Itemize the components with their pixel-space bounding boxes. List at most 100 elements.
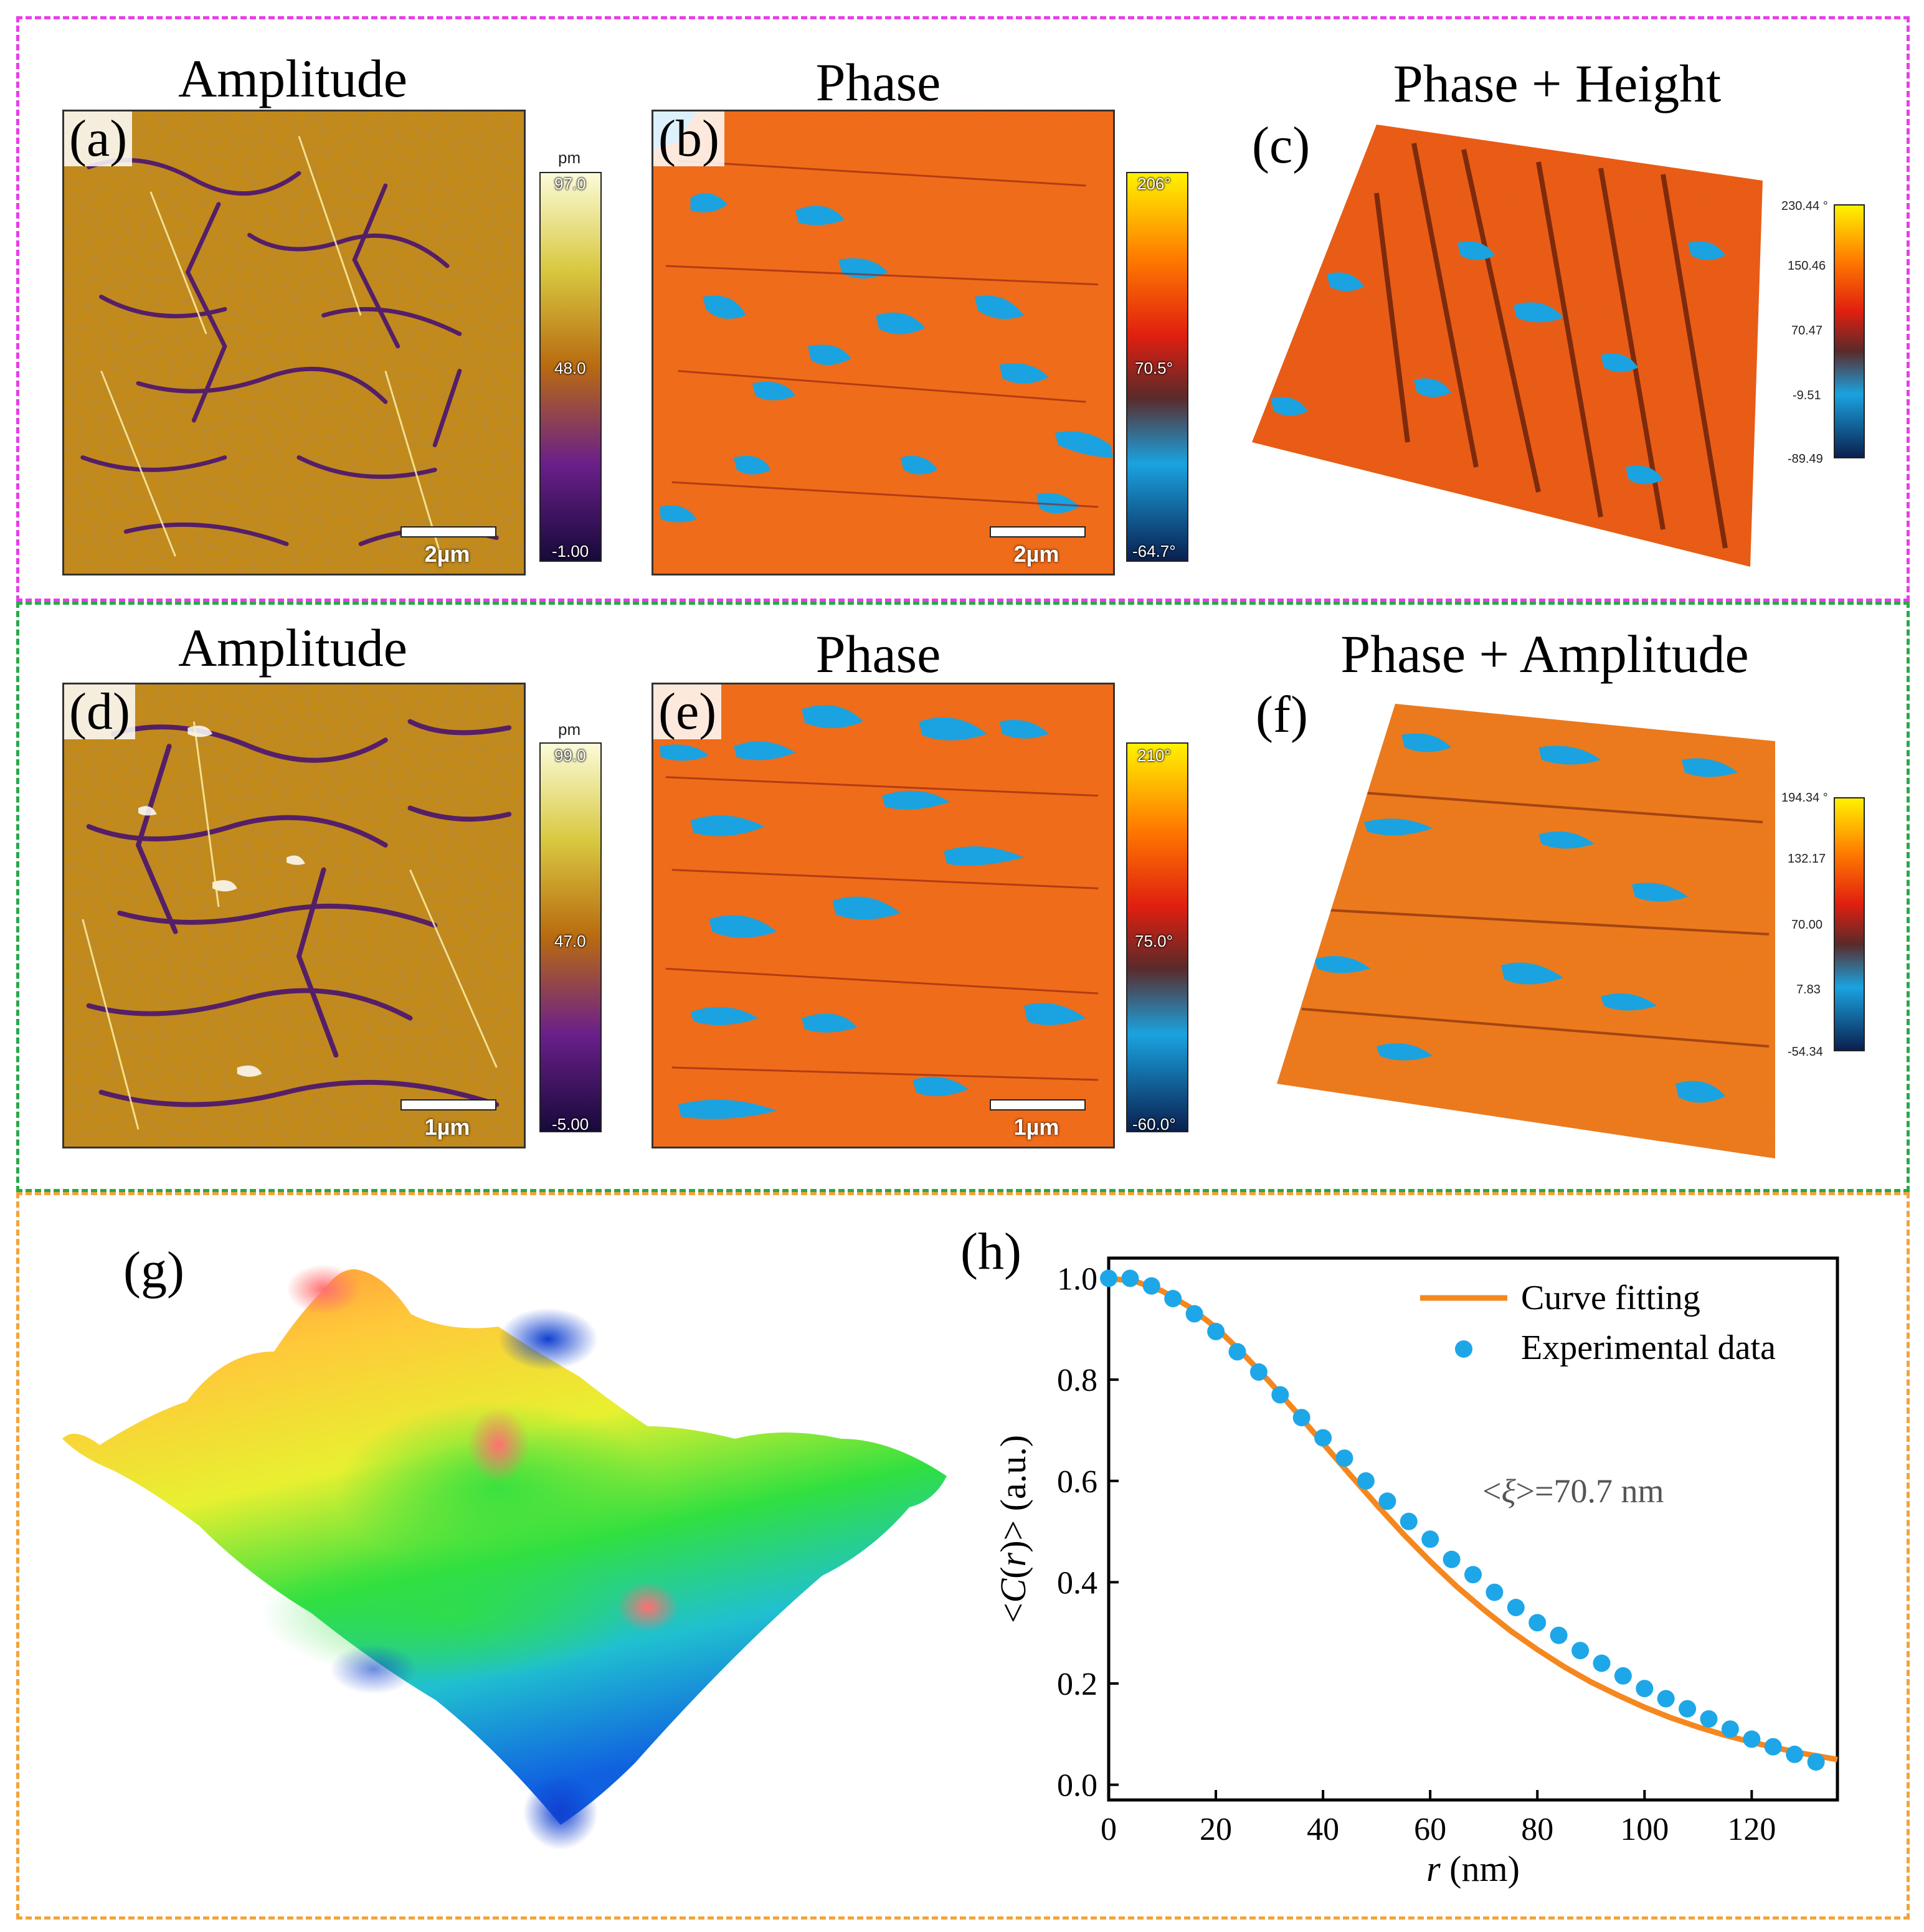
annotation-part-2: >=70.7 nm [1516, 1472, 1664, 1510]
y-tick-label: 0.8 [1057, 1363, 1097, 1398]
data-point [1507, 1599, 1525, 1616]
phase-texture-b [653, 111, 1113, 574]
data-point [1164, 1290, 1182, 1307]
legend-exp-label: Experimental data [1521, 1328, 1776, 1367]
panel-b-scale-text: 2µm [1013, 541, 1059, 567]
x-tick-label: 100 [1620, 1812, 1669, 1847]
data-point [1807, 1753, 1825, 1771]
y-tick-label: 0.0 [1057, 1768, 1097, 1804]
panel-e-cbar-min: -60.0° [1132, 1115, 1176, 1134]
panel-a-colorbar [539, 172, 602, 562]
panel-a-label: (a) [64, 111, 133, 167]
data-point [1100, 1269, 1117, 1287]
data-point [1249, 1363, 1268, 1381]
panel-e-cbar-max: 210° [1137, 746, 1171, 765]
panel-e-label: (e) [653, 684, 722, 740]
panel-f-tick-4: -54.34 [1788, 1045, 1823, 1059]
legend-exp-swatch [1455, 1340, 1472, 1358]
panel-f-tick-2: 70.00 [1791, 918, 1823, 932]
panel-f-label: (f) [1256, 686, 1308, 744]
y-tick-label: 0.2 [1057, 1667, 1097, 1702]
panel-h-correlation-chart: 0 20 40 60 80 100 120 0.0 0.2 0.4 0.6 0.8 1.0 Curve … [993, 1256, 1839, 1889]
panel-c-tick-2: 70.47 [1791, 324, 1823, 338]
y-axis-part-2: ( [993, 1566, 1033, 1578]
panel-a-amplitude-image: (a) 2µm [62, 110, 526, 575]
panel-e-scale-text: 1µm [1013, 1114, 1059, 1140]
panel-d-scale-text: 1µm [424, 1114, 470, 1140]
panel-a-title: Amplitude [178, 49, 407, 108]
x-tick-label: 0 [1101, 1812, 1117, 1847]
data-point [1421, 1530, 1439, 1548]
middle-section-box [16, 602, 1910, 1192]
panel-a-scale-bar [400, 526, 496, 537]
panel-c-title: Phase + Height [1393, 54, 1722, 113]
panel-c-tick-4: -89.49 [1788, 452, 1823, 466]
panel-f-tick-0: 194.34 ° [1781, 791, 1828, 805]
y-tick-label: 1.0 [1057, 1262, 1097, 1297]
panel-c-tick-0: 230.44 ° [1781, 199, 1828, 213]
data-point [1528, 1614, 1547, 1632]
panel-h-label: (h) [960, 1223, 1021, 1281]
panel-a-cbar-unit: pm [558, 148, 581, 167]
data-point [1721, 1720, 1739, 1738]
panel-d-cbar-mid: 47.0 [554, 932, 586, 950]
panel-d-cbar-unit: pm [558, 720, 581, 739]
data-point [1679, 1700, 1697, 1718]
panel-d-cbar-min: -5.00 [552, 1115, 589, 1134]
panel-d-cbar-max: 99.0 [554, 746, 586, 765]
panel-d-scale-bar [400, 1099, 496, 1110]
x-tick-label: 40 [1307, 1812, 1339, 1847]
annotation-part-1: ξ [1501, 1472, 1516, 1510]
data-point [1657, 1690, 1675, 1708]
panel-b-scale-bar [990, 526, 1086, 537]
data-point [1400, 1512, 1418, 1530]
panel-b-title: Phase [815, 52, 941, 112]
data-point [1228, 1343, 1246, 1361]
data-point [1464, 1566, 1482, 1584]
panel-b-colorbar [1126, 172, 1188, 562]
correlation-length-annotation: <ξ>=70.7 nm [1482, 1472, 1664, 1510]
data-point [1335, 1449, 1353, 1467]
fit-curve [1108, 1276, 1838, 1763]
x-axis-unit: (nm) [1441, 1849, 1520, 1889]
panel-b-cbar-mid: 70.5° [1135, 359, 1173, 377]
data-point [1357, 1472, 1375, 1490]
panel-b-phase-image: (b) 2µm [652, 110, 1115, 575]
x-tick-label: 60 [1414, 1812, 1446, 1847]
amplitude-texture-d [64, 684, 524, 1147]
panel-c-colorbar [1834, 204, 1865, 458]
data-point [1142, 1277, 1160, 1295]
x-axis-label: r (nm) [1426, 1849, 1520, 1889]
data-point [1207, 1322, 1225, 1340]
x-axis-var: r [1426, 1849, 1441, 1889]
panel-c-tick-3: -9.51 [1793, 389, 1821, 402]
x-tick-label: 120 [1727, 1812, 1776, 1847]
data-point [1121, 1269, 1139, 1287]
panel-a-scale-text: 2µm [424, 541, 470, 567]
data-point [1743, 1730, 1761, 1748]
data-point [1314, 1429, 1332, 1447]
y-axis-part-0: < [993, 1603, 1033, 1623]
panel-c-tick-1: 150.46 [1788, 259, 1826, 273]
data-point [1614, 1667, 1632, 1685]
data-point [1700, 1710, 1718, 1728]
data-point [1443, 1550, 1461, 1568]
x-tick-label: 20 [1200, 1812, 1232, 1847]
panel-b-cbar-min: -64.7° [1132, 542, 1176, 561]
phase-texture-e [653, 684, 1113, 1147]
amplitude-texture-a [64, 111, 524, 574]
bottom-section-box [16, 1192, 1910, 1920]
y-axis-part-3: r [993, 1552, 1033, 1566]
y-axis-part-4: )> (a.u.) [993, 1435, 1033, 1553]
panel-b-cbar-max: 206° [1137, 174, 1171, 193]
panel-e-phase-image: (e) 1µm [652, 683, 1115, 1148]
y-tick-label: 0.4 [1057, 1565, 1097, 1601]
panel-d-colorbar [539, 742, 602, 1132]
annotation-part-0: < [1482, 1472, 1501, 1510]
panel-f-3d-surface [1277, 704, 1775, 1158]
plot-frame [1107, 1256, 1839, 1802]
data-point [1550, 1626, 1568, 1644]
panel-e-scale-bar [990, 1099, 1086, 1110]
data-point [1185, 1305, 1203, 1323]
